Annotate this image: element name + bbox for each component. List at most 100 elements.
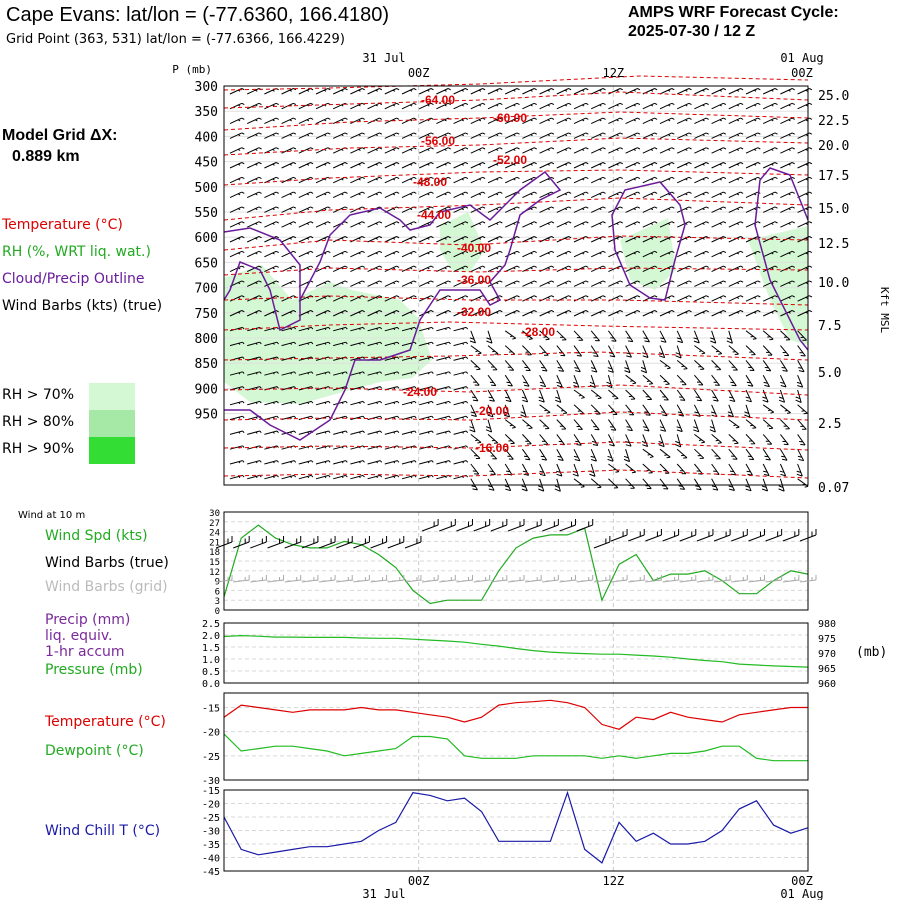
legend-precip-liq: liq. equiv. (45, 628, 113, 644)
wind-barb (469, 419, 476, 433)
surface-barb (696, 529, 714, 542)
wind-barb (401, 474, 417, 480)
wind-barb (694, 345, 706, 355)
surface-barb (525, 519, 542, 532)
wind-barb (608, 147, 623, 154)
wind-barb (298, 460, 314, 465)
wind-barb (573, 206, 589, 213)
wind-barb (487, 374, 497, 387)
wind-barb (504, 132, 520, 139)
grid-barb (353, 575, 370, 583)
wind-barb (436, 415, 451, 421)
wind-barb (797, 88, 813, 95)
wind-barb (711, 374, 720, 386)
wind-barb (504, 102, 520, 110)
wind-barb (298, 280, 314, 287)
wind-barb (401, 191, 417, 199)
wind-barb (504, 206, 520, 213)
wind-barb (642, 478, 652, 490)
wind-barb (676, 147, 692, 154)
wind-barb (625, 310, 641, 317)
wind-chill-ytick-label: -35 (202, 840, 220, 851)
wind-barb (590, 360, 598, 373)
wind-barb (522, 345, 532, 356)
wind-barb (281, 280, 297, 287)
wind-barb (350, 147, 365, 154)
wind-barb (367, 474, 383, 480)
wind-barb (401, 310, 417, 317)
wind-barb (229, 400, 245, 406)
temperature-contour (223, 295, 809, 306)
wind-barb (332, 310, 348, 317)
surface-barb (731, 529, 748, 542)
legend-precip-accum: 1-hr accum (45, 644, 125, 660)
grid-barb (250, 575, 267, 583)
wind-barb (247, 400, 262, 406)
wind-barb (539, 88, 555, 95)
wind-barb (436, 176, 451, 184)
wind-barb (470, 162, 486, 169)
legend-rh90-swatch (89, 437, 135, 464)
surface-barb (439, 519, 456, 532)
legend-pressure: Pressure (mb) (45, 662, 143, 678)
wind-barb (333, 460, 348, 465)
wind-barb (539, 404, 551, 414)
wind-barb (607, 419, 617, 431)
wind-barb (762, 404, 775, 414)
wind-barb (590, 330, 600, 342)
wind-barb (470, 360, 481, 371)
grid-barb (782, 575, 800, 583)
wind-ytick-label: 21 (209, 538, 220, 548)
wind-barb (367, 191, 383, 199)
temperature-label: -16.00 (475, 441, 509, 455)
wind-ytick-label: 9 (215, 578, 220, 588)
wind-barb (728, 345, 739, 355)
grid-barb (696, 575, 714, 583)
wind-barb (418, 88, 434, 95)
wind-barb (436, 341, 451, 347)
wind-barb (470, 236, 486, 243)
grid-barb (576, 575, 594, 583)
wind-barb (333, 474, 348, 480)
grid-barb (645, 575, 662, 583)
wind-barb (539, 330, 550, 341)
wind-barb (453, 221, 469, 228)
wind-barb (419, 326, 434, 332)
grid-barb (610, 575, 628, 583)
wind-barb (332, 250, 348, 258)
wind-barb (762, 448, 771, 461)
wind-barb (556, 374, 563, 388)
wind-barb (780, 102, 795, 110)
surface-barb (662, 529, 680, 542)
temperature-label: -28.00 (521, 325, 555, 339)
wind-barb (332, 132, 348, 139)
wind-barb (281, 460, 297, 465)
wind-barb (384, 147, 400, 154)
wind-barb (522, 191, 537, 199)
wind-barb (367, 250, 383, 258)
wind-barb (780, 147, 795, 154)
wind-barb (504, 389, 512, 403)
wind-barb (522, 88, 537, 95)
height-tick-label: 12.5 (818, 237, 849, 252)
wind-barb (401, 176, 417, 184)
wind-barb (487, 345, 499, 355)
wind-barb (642, 102, 658, 110)
wind-barb (573, 132, 589, 139)
surface-barb (507, 519, 525, 532)
grid-barb (439, 575, 456, 583)
wind-barb (625, 374, 637, 385)
wind-barb (367, 88, 383, 95)
wind-barb (470, 404, 477, 417)
wind-barb (470, 265, 486, 273)
legend-wind-speed: Wind Spd (kts) (45, 528, 148, 544)
wind-barb (556, 404, 568, 414)
surface-barb (490, 519, 508, 532)
wind-barb (453, 310, 469, 317)
wind-barb (367, 371, 383, 376)
wind-barb (659, 221, 675, 228)
grid-barb (765, 575, 783, 583)
wind-barb (556, 176, 572, 184)
wind-barb (264, 460, 279, 465)
wind-barb (504, 162, 520, 169)
